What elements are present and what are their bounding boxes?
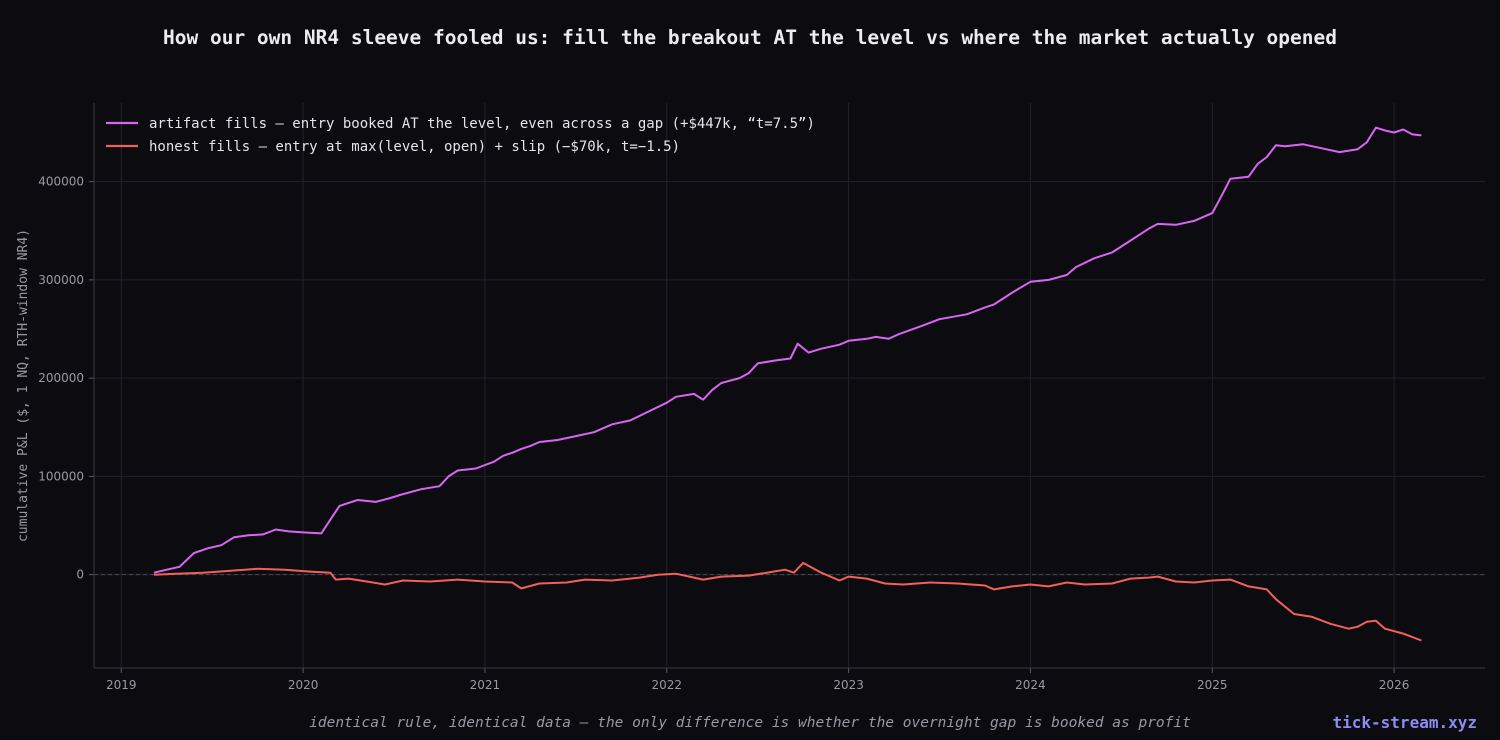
footer-caption: identical rule, identical data — the onl…: [309, 715, 1191, 731]
x-tick-label: 2025: [1197, 678, 1228, 692]
series-lines: [153, 126, 1422, 642]
legend-label-0: artifact fills — entry booked AT the lev…: [149, 116, 815, 132]
chart-title: How our own NR4 sleeve fooled us: fill t…: [163, 26, 1337, 49]
x-tick-label: 2019: [106, 678, 137, 692]
series-line-0: [153, 126, 1422, 574]
x-tick-label: 2020: [288, 678, 319, 692]
y-tick-label: 400000: [38, 175, 84, 189]
x-tick-label: 2021: [470, 678, 501, 692]
x-tick-label: 2026: [1379, 678, 1410, 692]
y-tick-label: 100000: [38, 469, 84, 483]
x-tick-label: 2023: [833, 678, 864, 692]
y-tick-label: 200000: [38, 371, 84, 385]
series-line-1: [153, 561, 1422, 642]
legend-label-1: honest fills — entry at max(level, open)…: [149, 139, 680, 155]
grid: [94, 103, 1485, 668]
tick-labels: 2019 2020 2021 2022 2023 2024 2025 2026 0 100000 2…: [38, 175, 1409, 692]
brand-watermark: tick-stream.xyz: [1332, 713, 1478, 732]
legend: artifact fills — entry booked AT the lev…: [106, 116, 815, 155]
x-tick-label: 2024: [1015, 678, 1046, 692]
y-tick-label: 300000: [38, 273, 84, 287]
y-tick-label: 0: [76, 568, 84, 582]
x-tick-label: 2022: [651, 678, 682, 692]
axes: [89, 103, 1485, 673]
y-axis-label: cumulative P&L ($, 1 NQ, RTH-window NR4): [16, 229, 31, 542]
